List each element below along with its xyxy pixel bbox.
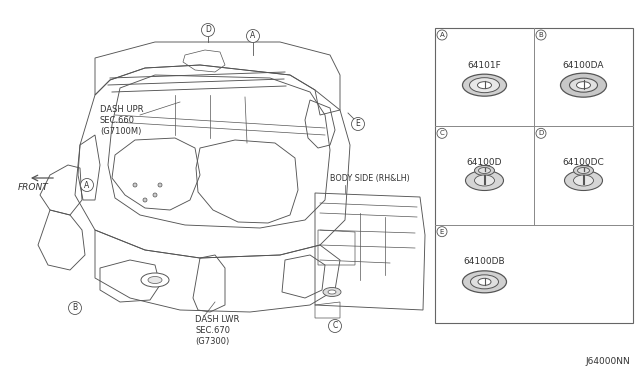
Circle shape: [143, 198, 147, 202]
Ellipse shape: [573, 175, 593, 186]
Ellipse shape: [570, 78, 598, 92]
Text: DASH UPR
SEC.660
(G7100M): DASH UPR SEC.660 (G7100M): [100, 105, 143, 136]
Text: D: D: [205, 26, 211, 35]
Ellipse shape: [577, 82, 591, 89]
Ellipse shape: [478, 278, 491, 285]
Text: A: A: [250, 32, 255, 41]
Text: 64100DB: 64100DB: [464, 257, 506, 266]
Text: 64100D: 64100D: [467, 158, 502, 167]
Circle shape: [536, 128, 546, 138]
Ellipse shape: [577, 167, 589, 173]
Text: 64101F: 64101F: [468, 61, 501, 70]
Ellipse shape: [323, 288, 341, 296]
Ellipse shape: [465, 170, 504, 190]
Text: J64000NN: J64000NN: [585, 357, 630, 366]
Ellipse shape: [328, 290, 336, 294]
Text: 64100DC: 64100DC: [563, 158, 604, 167]
Ellipse shape: [141, 273, 169, 287]
Text: BODY SIDE (RH&LH): BODY SIDE (RH&LH): [330, 174, 410, 183]
Text: B: B: [72, 304, 77, 312]
Circle shape: [202, 23, 214, 36]
Circle shape: [351, 118, 365, 131]
Ellipse shape: [573, 166, 593, 176]
Ellipse shape: [148, 276, 162, 283]
Text: E: E: [356, 119, 360, 128]
Text: C: C: [332, 321, 338, 330]
Circle shape: [133, 183, 137, 187]
Ellipse shape: [477, 82, 492, 89]
Ellipse shape: [470, 275, 499, 289]
Ellipse shape: [470, 78, 499, 93]
Ellipse shape: [474, 175, 495, 186]
Circle shape: [437, 128, 447, 138]
Ellipse shape: [463, 74, 506, 96]
Bar: [435, 28, 633, 323]
Text: FRONT: FRONT: [18, 183, 49, 192]
Circle shape: [158, 183, 162, 187]
Ellipse shape: [479, 167, 490, 173]
Circle shape: [68, 301, 81, 314]
Circle shape: [246, 29, 259, 42]
Ellipse shape: [474, 166, 495, 176]
Text: D: D: [538, 130, 543, 136]
Text: A: A: [84, 180, 90, 189]
Ellipse shape: [564, 170, 602, 190]
Text: A: A: [440, 32, 444, 38]
Circle shape: [437, 30, 447, 40]
Circle shape: [153, 193, 157, 197]
Text: E: E: [440, 229, 444, 235]
Ellipse shape: [463, 271, 506, 293]
Circle shape: [328, 320, 342, 333]
Circle shape: [437, 227, 447, 237]
Text: C: C: [440, 130, 444, 136]
Text: B: B: [539, 32, 543, 38]
Circle shape: [536, 30, 546, 40]
Text: DASH LWR
SEC.670
(G7300): DASH LWR SEC.670 (G7300): [195, 315, 239, 346]
Text: 64100DA: 64100DA: [563, 61, 604, 70]
Ellipse shape: [561, 73, 607, 97]
Circle shape: [81, 179, 93, 192]
